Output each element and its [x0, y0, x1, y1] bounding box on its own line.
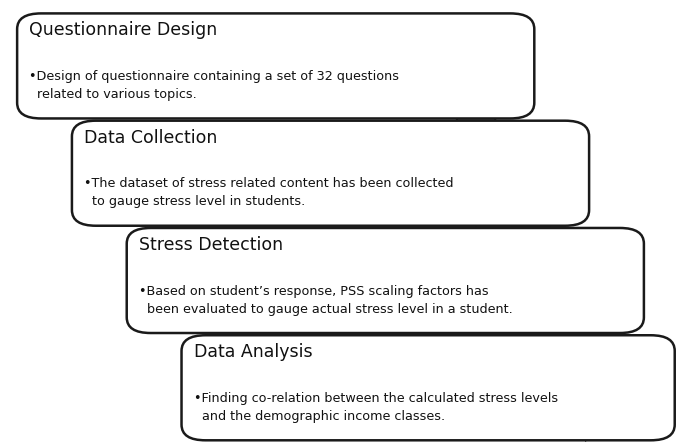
Text: •Design of questionnaire containing a set of 32 questions
  related to various t: •Design of questionnaire containing a se…: [29, 70, 399, 101]
Polygon shape: [493, 226, 569, 333]
FancyBboxPatch shape: [72, 121, 589, 226]
Text: •Based on student’s response, PSS scaling factors has
  been evaluated to gauge : •Based on student’s response, PSS scalin…: [139, 285, 513, 316]
Polygon shape: [548, 333, 623, 440]
Text: Data Analysis: Data Analysis: [194, 343, 312, 361]
FancyBboxPatch shape: [17, 13, 534, 118]
Text: Questionnaire Design: Questionnaire Design: [29, 21, 218, 39]
Text: •Finding co-relation between the calculated stress levels
  and the demographic : •Finding co-relation between the calcula…: [194, 392, 558, 423]
Text: •The dataset of stress related content has been collected
  to gauge stress leve: •The dataset of stress related content h…: [84, 177, 453, 208]
Polygon shape: [438, 118, 514, 226]
Text: Data Collection: Data Collection: [84, 129, 218, 147]
FancyBboxPatch shape: [182, 335, 675, 440]
Text: Stress Detection: Stress Detection: [139, 236, 283, 254]
FancyBboxPatch shape: [127, 228, 644, 333]
